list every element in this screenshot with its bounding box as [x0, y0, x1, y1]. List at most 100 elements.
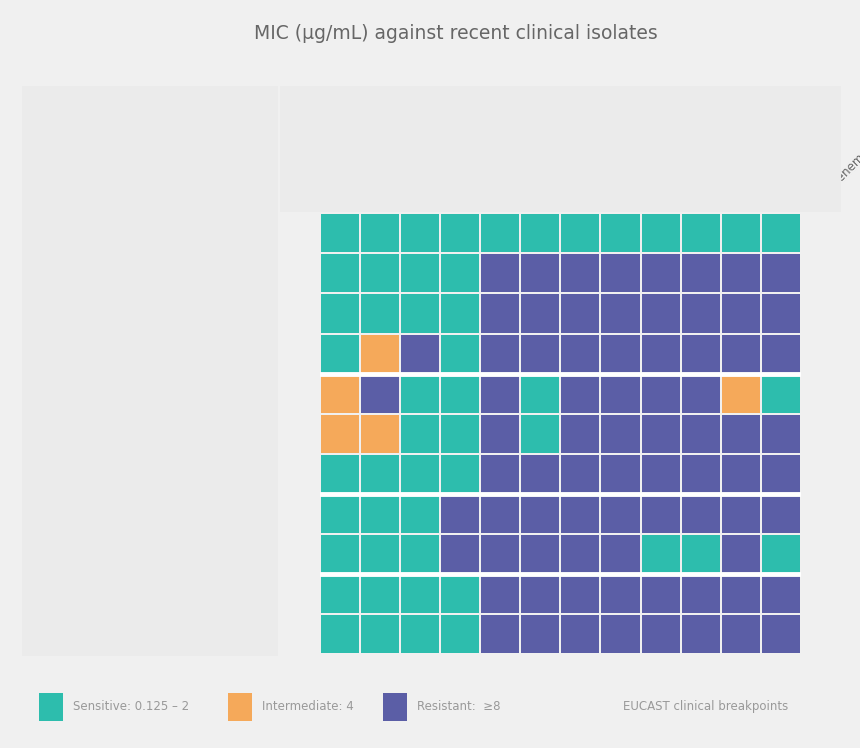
Text: Example 1: Example 1 — [294, 156, 347, 209]
FancyBboxPatch shape — [481, 575, 519, 613]
Text: Imipenem: Imipenem — [762, 159, 813, 209]
FancyBboxPatch shape — [521, 455, 559, 493]
FancyBboxPatch shape — [722, 375, 760, 413]
FancyBboxPatch shape — [601, 254, 640, 292]
FancyBboxPatch shape — [642, 295, 679, 333]
FancyBboxPatch shape — [762, 415, 800, 453]
Text: 504871: 504871 — [230, 427, 275, 441]
Text: Ciprofloxacin: Ciprofloxacin — [621, 146, 685, 209]
FancyBboxPatch shape — [360, 575, 399, 613]
FancyBboxPatch shape — [401, 214, 439, 252]
FancyBboxPatch shape — [722, 575, 760, 613]
FancyBboxPatch shape — [601, 616, 640, 654]
FancyBboxPatch shape — [401, 575, 439, 613]
FancyBboxPatch shape — [722, 455, 760, 493]
FancyBboxPatch shape — [521, 254, 559, 292]
FancyBboxPatch shape — [401, 415, 439, 453]
Text: Intermediate: 4: Intermediate: 4 — [262, 700, 354, 714]
FancyBboxPatch shape — [642, 495, 679, 533]
FancyBboxPatch shape — [562, 616, 599, 654]
FancyBboxPatch shape — [360, 334, 399, 373]
FancyBboxPatch shape — [642, 455, 679, 493]
Text: K. pneumoniae: K. pneumoniae — [152, 287, 252, 300]
FancyBboxPatch shape — [401, 295, 439, 333]
FancyBboxPatch shape — [682, 295, 720, 333]
FancyBboxPatch shape — [481, 334, 519, 373]
FancyBboxPatch shape — [321, 415, 359, 453]
FancyBboxPatch shape — [722, 334, 760, 373]
FancyBboxPatch shape — [762, 575, 800, 613]
FancyBboxPatch shape — [401, 254, 439, 292]
FancyBboxPatch shape — [360, 495, 399, 533]
FancyBboxPatch shape — [562, 334, 599, 373]
FancyBboxPatch shape — [441, 495, 479, 533]
Text: Tobramycin: Tobramycin — [574, 153, 632, 209]
FancyBboxPatch shape — [481, 415, 519, 453]
FancyBboxPatch shape — [682, 415, 720, 453]
FancyBboxPatch shape — [360, 455, 399, 493]
Text: Colistin: Colistin — [481, 169, 521, 209]
FancyBboxPatch shape — [321, 254, 359, 292]
FancyBboxPatch shape — [441, 295, 479, 333]
FancyBboxPatch shape — [762, 214, 800, 252]
FancyBboxPatch shape — [360, 616, 399, 654]
Text: EUCAST clinical breakpoints: EUCAST clinical breakpoints — [623, 700, 788, 714]
FancyBboxPatch shape — [601, 455, 640, 493]
FancyBboxPatch shape — [441, 616, 479, 654]
Text: 919656: 919656 — [230, 628, 275, 641]
FancyBboxPatch shape — [481, 214, 519, 252]
FancyBboxPatch shape — [682, 334, 720, 373]
Text: P. aeruginosa: P. aeruginosa — [158, 427, 246, 441]
Text: A. baumannii: A. baumannii — [158, 608, 246, 621]
Text: Resistant:  ≥8: Resistant: ≥8 — [417, 700, 501, 714]
FancyBboxPatch shape — [321, 214, 359, 252]
FancyBboxPatch shape — [682, 575, 720, 613]
FancyBboxPatch shape — [521, 375, 559, 413]
FancyBboxPatch shape — [401, 616, 439, 654]
FancyBboxPatch shape — [601, 495, 640, 533]
FancyBboxPatch shape — [521, 295, 559, 333]
FancyBboxPatch shape — [441, 334, 479, 373]
FancyBboxPatch shape — [521, 535, 559, 573]
Text: Example 3: Example 3 — [387, 156, 440, 209]
FancyBboxPatch shape — [562, 535, 599, 573]
FancyBboxPatch shape — [682, 375, 720, 413]
FancyBboxPatch shape — [601, 295, 640, 333]
FancyBboxPatch shape — [521, 334, 559, 373]
FancyBboxPatch shape — [562, 415, 599, 453]
FancyBboxPatch shape — [642, 254, 679, 292]
FancyBboxPatch shape — [360, 254, 399, 292]
FancyBboxPatch shape — [762, 254, 800, 292]
FancyBboxPatch shape — [321, 575, 359, 613]
FancyBboxPatch shape — [722, 616, 760, 654]
FancyBboxPatch shape — [481, 375, 519, 413]
Text: SSI3010: SSI3010 — [227, 227, 275, 240]
FancyBboxPatch shape — [321, 535, 359, 573]
FancyBboxPatch shape — [642, 334, 679, 373]
Text: Example 4: Example 4 — [434, 156, 488, 209]
FancyBboxPatch shape — [562, 495, 599, 533]
FancyBboxPatch shape — [521, 616, 559, 654]
FancyBboxPatch shape — [481, 455, 519, 493]
FancyBboxPatch shape — [722, 495, 760, 533]
FancyBboxPatch shape — [441, 535, 479, 573]
FancyBboxPatch shape — [601, 575, 640, 613]
FancyBboxPatch shape — [642, 575, 679, 613]
Text: 926415: 926415 — [230, 548, 275, 561]
Text: Ceftriaxone: Ceftriaxone — [715, 152, 772, 209]
FancyBboxPatch shape — [481, 535, 519, 573]
FancyBboxPatch shape — [562, 214, 599, 252]
FancyBboxPatch shape — [521, 415, 559, 453]
FancyBboxPatch shape — [562, 295, 599, 333]
Text: 403000: 403000 — [230, 387, 275, 400]
FancyBboxPatch shape — [321, 375, 359, 413]
FancyBboxPatch shape — [642, 214, 679, 252]
FancyBboxPatch shape — [481, 495, 519, 533]
FancyBboxPatch shape — [360, 535, 399, 573]
FancyBboxPatch shape — [762, 295, 800, 333]
FancyBboxPatch shape — [401, 334, 439, 373]
FancyBboxPatch shape — [481, 616, 519, 654]
FancyBboxPatch shape — [601, 415, 640, 453]
FancyBboxPatch shape — [562, 455, 599, 493]
FancyBboxPatch shape — [401, 375, 439, 413]
